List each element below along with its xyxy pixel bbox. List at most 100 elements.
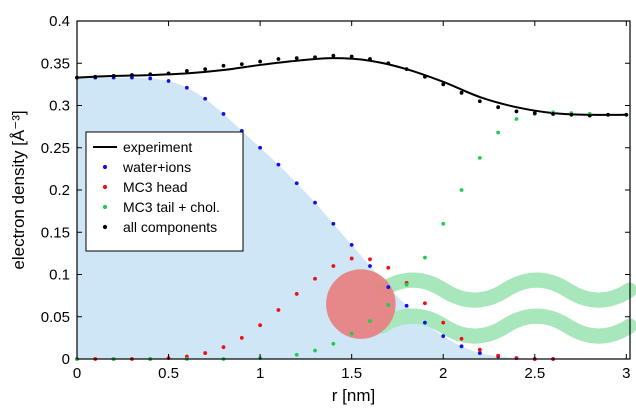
- data-point-mc3-tail-chol: [368, 319, 372, 323]
- data-point-all-components: [258, 59, 263, 64]
- data-point-water-ions: [294, 181, 299, 186]
- data-point-all-components: [239, 62, 244, 66]
- y-tick-label: 0.4: [49, 13, 70, 30]
- data-point-mc3-tail-chol: [441, 221, 446, 226]
- data-point-all-components: [606, 112, 610, 117]
- y-axis-label: electron density [Å⁻³]: [9, 110, 28, 269]
- x-axis-label: r [nm]: [332, 386, 375, 405]
- data-point-water-ions: [349, 243, 354, 247]
- legend: experiment water+ions MC3 head MC3 tail + c…: [85, 131, 244, 252]
- data-point-all-components: [203, 67, 208, 72]
- data-point-all-components: [349, 54, 354, 59]
- y-tick-label: 0.35: [41, 55, 70, 72]
- data-point-all-components: [368, 57, 372, 61]
- data-point-mc3-tail-chol: [331, 341, 336, 346]
- data-point-mc3-tail-chol: [313, 348, 317, 353]
- x-tick-label: 0: [73, 365, 81, 382]
- data-point-mc3-tail-chol: [459, 188, 464, 192]
- data-point-all-components: [313, 55, 317, 60]
- data-point-water-ions: [404, 303, 409, 308]
- data-point-water-ions: [203, 96, 208, 101]
- data-point-water-ions: [221, 112, 226, 116]
- x-tick-label: 3: [622, 365, 630, 382]
- data-point-water-ions: [184, 85, 189, 90]
- data-point-all-components: [166, 71, 171, 76]
- data-point-all-components: [423, 74, 427, 79]
- data-point-mc3-head: [294, 292, 299, 296]
- legend-marker-mc3-head: [102, 184, 108, 190]
- data-point-all-components: [477, 99, 482, 104]
- data-point-mc3-head: [386, 265, 391, 270]
- data-point-mc3-tail-chol: [423, 255, 427, 260]
- y-tick-label: 0.3: [49, 98, 70, 115]
- data-point-all-components: [441, 82, 446, 87]
- data-point-mc3-head: [221, 345, 226, 350]
- data-point-mc3-tail-chol: [514, 117, 519, 121]
- data-point-water-ions: [166, 79, 171, 83]
- data-point-mc3-head: [313, 276, 317, 281]
- y-tick-label: 0: [62, 351, 70, 368]
- data-point-all-components: [331, 53, 336, 58]
- legend-marker-all-components: [102, 224, 108, 230]
- data-point-mc3-head: [239, 335, 244, 340]
- y-tick-label: 0.25: [41, 140, 70, 157]
- data-point-mc3-head: [496, 353, 501, 358]
- lipid-tail-lower: [374, 308, 636, 344]
- data-point-all-components: [459, 90, 464, 95]
- data-point-all-components: [587, 113, 592, 118]
- legend-box: [85, 131, 244, 252]
- data-point-mc3-head: [331, 264, 336, 268]
- data-point-water-ions: [477, 351, 482, 355]
- data-point-water-ions: [459, 344, 464, 349]
- data-point-mc3-tail-chol: [349, 331, 354, 336]
- data-point-mc3-tail-chol: [386, 303, 391, 307]
- data-point-water-ions: [331, 221, 336, 226]
- data-point-all-components: [221, 63, 226, 68]
- data-point-all-components: [294, 56, 299, 61]
- data-point-mc3-head: [459, 336, 464, 341]
- x-tick-label: 1: [256, 365, 264, 382]
- data-point-mc3-head: [276, 308, 281, 312]
- illustration-layer: [326, 269, 636, 344]
- y-tick-label: 0.15: [41, 224, 70, 241]
- data-point-water-ions: [276, 162, 281, 167]
- data-point-all-components: [276, 57, 281, 61]
- data-point-all-components: [624, 112, 629, 117]
- data-point-water-ions: [313, 200, 317, 205]
- y-tick-label: 0.1: [49, 267, 70, 284]
- data-point-all-components: [93, 74, 98, 79]
- data-point-water-ions: [386, 285, 391, 290]
- data-point-mc3-head: [368, 257, 372, 262]
- data-point-mc3-tail-chol: [496, 130, 501, 135]
- x-tick-label: 0.5: [158, 365, 179, 382]
- data-point-all-components: [514, 109, 519, 114]
- data-point-all-components: [551, 112, 555, 116]
- data-point-all-components: [496, 105, 501, 110]
- legend-label-mc3-tail-chol: MC3 tail + chol.: [123, 199, 220, 215]
- data-point-mc3-head: [441, 320, 446, 325]
- data-point-all-components: [130, 73, 134, 77]
- data-point-mc3-tail-chol: [294, 352, 299, 357]
- y-tick-label: 0.2: [49, 182, 70, 199]
- data-point-water-ions: [368, 264, 372, 268]
- data-point-mc3-head: [349, 256, 354, 261]
- data-point-mc3-head: [203, 351, 208, 355]
- legend-marker-mc3-tail-chol: [102, 204, 108, 210]
- data-point-water-ions: [148, 76, 153, 81]
- lipid-head: [326, 269, 396, 339]
- data-point-all-components: [111, 74, 116, 78]
- data-point-all-components: [148, 72, 153, 77]
- data-point-mc3-head: [477, 347, 482, 352]
- data-point-all-components: [184, 68, 189, 73]
- data-point-water-ions: [258, 145, 263, 150]
- legend-label-all-components: all components: [123, 219, 217, 235]
- x-tick-label: 1.5: [341, 365, 362, 382]
- data-layer: [75, 53, 629, 361]
- x-tick-label: 2.5: [524, 365, 545, 382]
- data-point-water-ions: [441, 334, 446, 339]
- legend-label-water-ions: water+ions: [122, 159, 191, 175]
- data-point-mc3-tail-chol: [477, 155, 482, 160]
- y-tick-label: 0.05: [41, 309, 70, 326]
- data-point-water-ions: [423, 320, 427, 325]
